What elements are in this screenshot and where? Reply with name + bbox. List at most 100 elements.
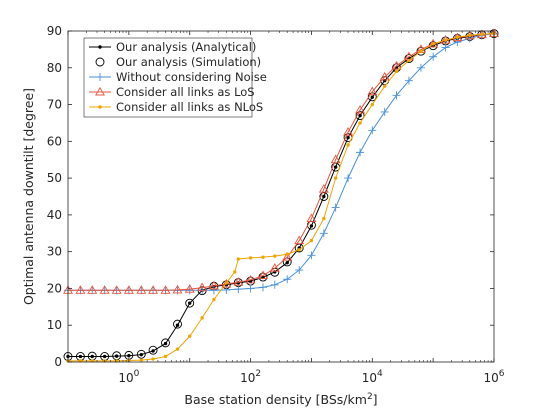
data-point	[380, 107, 389, 116]
data-point	[309, 224, 314, 228]
data-point	[331, 203, 340, 212]
y-axis-label: Optimal antenna downtilt [degree]	[21, 88, 36, 305]
x-tick-label-exponent: 4	[377, 369, 383, 379]
y-tick-label: 20	[47, 281, 62, 295]
data-point	[285, 261, 289, 265]
ticks-layer	[67, 30, 495, 363]
data-point	[330, 154, 341, 164]
y-tick-label: 80	[47, 61, 62, 75]
data-point	[431, 42, 435, 46]
data-point	[172, 284, 183, 294]
data-point	[383, 84, 387, 88]
data-point	[370, 102, 374, 107]
data-point	[224, 281, 229, 285]
data-point	[285, 252, 289, 256]
data-point	[391, 60, 402, 70]
legend-marker	[96, 73, 104, 81]
data-point	[273, 270, 277, 274]
data-point	[346, 135, 350, 140]
data-point	[379, 71, 390, 81]
x-tick-label: 102	[240, 369, 261, 385]
x-tick-label-exponent: 0	[134, 369, 140, 379]
x-tick-label: 104	[362, 369, 383, 385]
x-tick-label-base: 10	[240, 371, 255, 385]
x-tick-label: 100	[118, 369, 139, 385]
data-point	[248, 256, 253, 260]
x-tick-labels: 100 102 104 106	[118, 369, 504, 385]
data-point	[188, 334, 192, 338]
data-point	[297, 248, 301, 252]
legend-box	[83, 37, 253, 118]
data-point	[175, 323, 180, 327]
data-point	[258, 283, 267, 292]
data-point	[151, 357, 155, 361]
data-point	[346, 143, 350, 147]
data-point	[443, 38, 448, 42]
data-point	[111, 285, 122, 294]
data-point	[392, 91, 401, 100]
x-axis-label-tail: ]	[373, 392, 378, 407]
y-tick-label: 50	[47, 171, 62, 185]
data-point	[355, 104, 366, 114]
data-point	[163, 354, 168, 359]
data-point	[283, 275, 292, 284]
data-point	[282, 252, 293, 261]
x-tick-label-exponent: 6	[499, 369, 505, 379]
data-point	[306, 213, 317, 223]
data-point	[356, 148, 365, 157]
data-point	[282, 257, 292, 267]
legend-entry: Consider all links as NLoS	[89, 100, 263, 114]
x-tick-label: 106	[483, 369, 504, 385]
data-point	[480, 32, 484, 37]
x-tick-label-exponent: 2	[255, 369, 261, 379]
axes-box	[67, 30, 495, 363]
data-point	[307, 251, 316, 260]
data-point	[234, 285, 243, 294]
legend-entry: Our analysis (Analytical)	[89, 40, 256, 54]
data-point	[429, 52, 438, 61]
y-tick-label: 90	[47, 24, 62, 38]
series-layer	[63, 28, 499, 363]
data-point	[212, 297, 216, 302]
data-point	[136, 349, 146, 359]
x-tick-label-base: 10	[483, 371, 498, 385]
data-point	[87, 285, 98, 294]
legend: Our analysis (Analytical)Our analysis (S…	[83, 37, 267, 118]
legend-marker	[98, 45, 102, 49]
data-point	[151, 349, 155, 353]
data-point	[99, 285, 110, 294]
y-tick-labels: 0 10 20 30 40 50 60 70 80 90	[47, 24, 62, 369]
y-tick-label: 60	[47, 134, 62, 148]
data-point	[160, 285, 171, 294]
data-point	[139, 358, 143, 362]
data-point	[188, 301, 192, 305]
data-point	[367, 86, 378, 96]
data-point	[269, 263, 280, 272]
data-point	[185, 298, 195, 308]
legend-entry: Our analysis (Simulation)	[95, 55, 261, 69]
data-point	[468, 33, 472, 38]
data-point	[233, 270, 237, 274]
y-tick-label: 40	[47, 208, 62, 222]
data-point	[245, 274, 256, 284]
data-point	[309, 238, 314, 243]
data-point	[344, 174, 353, 183]
legend-label: Consider all links as NLoS	[116, 100, 263, 114]
data-point	[139, 352, 143, 357]
data-point	[419, 49, 423, 53]
legend-marker	[95, 86, 105, 96]
legend-label: Without considering Noise	[116, 70, 267, 84]
data-point	[453, 38, 462, 47]
legend-entry: Consider all links as LoS	[89, 85, 255, 99]
data-point	[333, 165, 338, 169]
data-point	[123, 285, 134, 294]
data-point	[75, 285, 86, 294]
data-point	[358, 113, 362, 118]
data-point	[394, 69, 399, 74]
data-point	[184, 284, 195, 293]
data-point	[221, 278, 232, 288]
data-point	[148, 345, 158, 355]
data-point	[246, 284, 255, 293]
data-point	[455, 35, 460, 39]
